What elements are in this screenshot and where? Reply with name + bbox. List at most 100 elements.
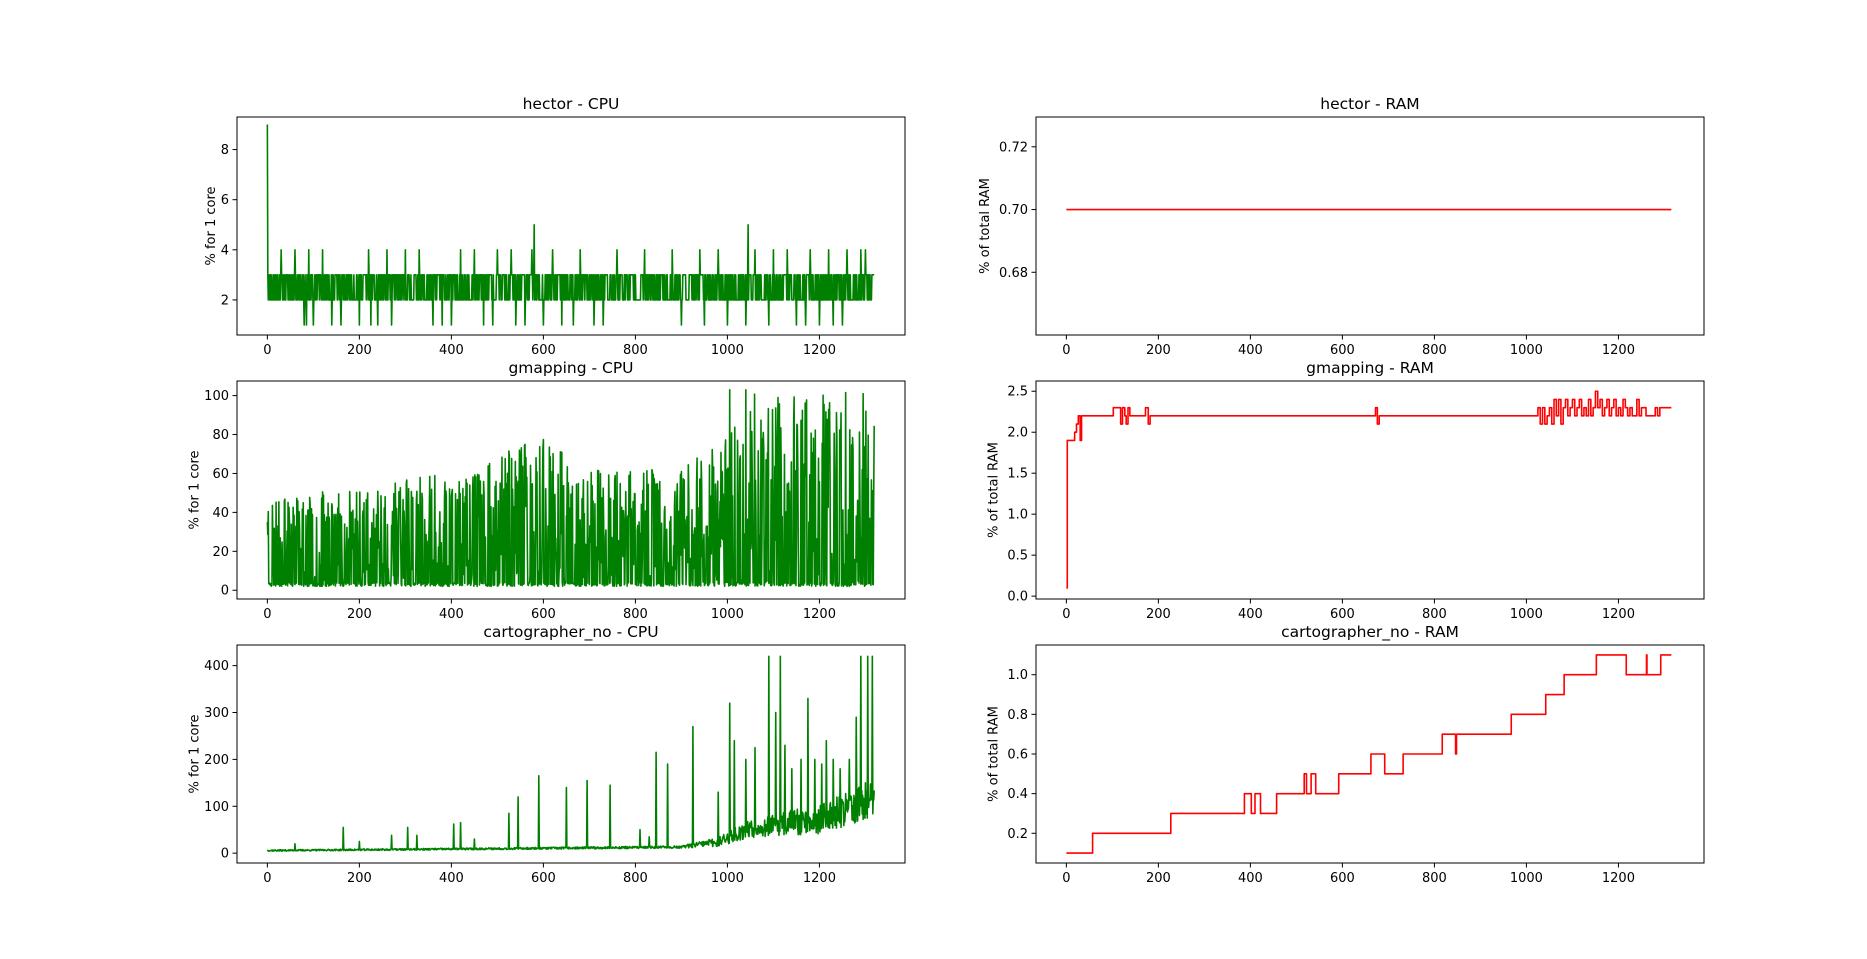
x-tick-label: 800 bbox=[1422, 871, 1447, 886]
y-tick-label: 0.8 bbox=[1007, 708, 1028, 723]
x-tick-label: 800 bbox=[1422, 607, 1447, 622]
x-tick-label: 800 bbox=[623, 343, 648, 358]
y-tick-label: 1.5 bbox=[1007, 467, 1028, 482]
x-tick-label: 0 bbox=[1062, 871, 1070, 886]
y-tick-label: 0.5 bbox=[1007, 549, 1028, 564]
subplot-title: hector - RAM bbox=[1320, 95, 1419, 113]
x-tick-label: 800 bbox=[623, 871, 648, 886]
subplot-title: cartographer_no - RAM bbox=[1281, 623, 1459, 642]
y-tick-label: 2 bbox=[221, 293, 229, 308]
y-tick-label: 0.0 bbox=[1007, 590, 1028, 605]
y-tick-label: 6 bbox=[221, 193, 229, 208]
subplot-title: hector - CPU bbox=[523, 95, 620, 113]
y-tick-label: 60 bbox=[212, 467, 229, 482]
x-tick-label: 400 bbox=[1238, 607, 1263, 622]
y-tick-label: 300 bbox=[204, 706, 229, 721]
y-tick-label: 0.68 bbox=[999, 266, 1028, 281]
x-tick-label: 1200 bbox=[803, 343, 836, 358]
x-tick-label: 200 bbox=[1146, 607, 1171, 622]
data-line-gmapping-ram bbox=[1066, 390, 1672, 589]
y-tick-label: 2.5 bbox=[1007, 385, 1028, 400]
x-tick-label: 200 bbox=[347, 607, 372, 622]
y-tick-label: 100 bbox=[204, 800, 229, 815]
subplot-title: cartographer_no - CPU bbox=[483, 623, 658, 642]
x-tick-label: 1200 bbox=[803, 871, 836, 886]
x-tick-label: 400 bbox=[439, 871, 464, 886]
subplot-cartographer-cpu: 0 200 400 600 800 1000 1200 0 100 200 300 400 cartog… bbox=[187, 623, 906, 886]
y-tick-label: 4 bbox=[221, 243, 229, 258]
y-axis-label: % of total RAM bbox=[986, 442, 1001, 538]
x-tick-label: 0 bbox=[263, 607, 271, 622]
x-tick-label: 200 bbox=[347, 343, 372, 358]
x-tick-label: 1000 bbox=[711, 343, 744, 358]
x-tick-label: 400 bbox=[439, 607, 464, 622]
y-tick-label: 8 bbox=[221, 143, 229, 158]
subplot-cartographer-ram: 0 200 400 600 800 1000 1200 0.2 0.4 0.6 0.8 1.0 cart… bbox=[986, 623, 1705, 886]
y-tick-label: 0.4 bbox=[1007, 787, 1028, 802]
x-tick-label: 400 bbox=[439, 343, 464, 358]
y-tick-label: 0.6 bbox=[1007, 748, 1028, 763]
y-tick-label: 1.0 bbox=[1007, 668, 1028, 683]
y-tick-label: 20 bbox=[212, 545, 229, 560]
x-tick-label: 600 bbox=[1330, 343, 1355, 358]
y-axis-label: % for 1 core bbox=[187, 714, 202, 793]
y-axis-label: % for 1 core bbox=[187, 450, 202, 529]
x-tick-label: 1200 bbox=[1602, 607, 1635, 622]
x-tick-label: 600 bbox=[1330, 607, 1355, 622]
data-line-cartographer-ram bbox=[1066, 654, 1672, 854]
x-tick-label: 1200 bbox=[1602, 343, 1635, 358]
y-tick-label: 0.72 bbox=[999, 140, 1028, 155]
y-tick-label: 80 bbox=[212, 428, 229, 443]
axes-frame bbox=[1035, 116, 1705, 336]
y-tick-label: 200 bbox=[204, 753, 229, 768]
axes-frame bbox=[1035, 380, 1705, 600]
x-tick-label: 200 bbox=[1146, 871, 1171, 886]
y-axis-label: % of total RAM bbox=[978, 178, 993, 274]
y-tick-label: 0 bbox=[221, 847, 229, 862]
x-tick-label: 1000 bbox=[711, 871, 744, 886]
axes-frame bbox=[236, 644, 906, 864]
y-tick-label: 40 bbox=[212, 506, 229, 521]
x-tick-label: 400 bbox=[1238, 871, 1263, 886]
x-tick-label: 1000 bbox=[1510, 871, 1543, 886]
x-tick-label: 1200 bbox=[1602, 871, 1635, 886]
subplot-hector-ram: 0 200 400 600 800 1000 1200 0.68 0.70 0.72 hector … bbox=[978, 95, 1705, 358]
subplot-gmapping-cpu: 0 200 400 600 800 1000 1200 0 20 40 60 80 100 gmappin… bbox=[187, 359, 906, 622]
data-line-gmapping-cpu bbox=[266, 388, 875, 588]
x-tick-label: 600 bbox=[531, 871, 556, 886]
x-tick-label: 600 bbox=[1330, 871, 1355, 886]
x-tick-label: 400 bbox=[1238, 343, 1263, 358]
subplot-title: gmapping - RAM bbox=[1306, 359, 1434, 377]
y-tick-label: 1.0 bbox=[1007, 508, 1028, 523]
subplot-gmapping-ram: 0 200 400 600 800 1000 1200 0.0 0.5 1.0 1.5 2.0 2.5 g… bbox=[986, 359, 1705, 622]
x-tick-label: 600 bbox=[531, 607, 556, 622]
x-tick-label: 0 bbox=[263, 871, 271, 886]
data-line-cartographer-cpu bbox=[266, 655, 875, 852]
x-tick-label: 1000 bbox=[711, 607, 744, 622]
x-tick-label: 0 bbox=[1062, 343, 1070, 358]
y-axis-label: % of total RAM bbox=[986, 706, 1001, 802]
x-tick-label: 1200 bbox=[803, 607, 836, 622]
x-tick-label: 200 bbox=[1146, 343, 1171, 358]
subplot-hector-cpu: 0 200 400 600 800 1000 1200 2 4 6 8 hector - CPU % f… bbox=[204, 95, 906, 358]
axes-frame bbox=[236, 380, 906, 600]
y-tick-label: 2.0 bbox=[1007, 426, 1028, 441]
y-tick-label: 0 bbox=[221, 584, 229, 599]
axes-frame bbox=[236, 116, 906, 336]
subplot-title: gmapping - CPU bbox=[508, 359, 633, 377]
x-tick-label: 0 bbox=[1062, 607, 1070, 622]
y-tick-label: 0.70 bbox=[999, 203, 1028, 218]
x-tick-label: 800 bbox=[1422, 343, 1447, 358]
data-line-hector-cpu bbox=[266, 124, 875, 326]
y-tick-label: 400 bbox=[204, 659, 229, 674]
x-tick-label: 800 bbox=[623, 607, 648, 622]
x-tick-label: 200 bbox=[347, 871, 372, 886]
x-tick-label: 1000 bbox=[1510, 343, 1543, 358]
x-tick-label: 1000 bbox=[1510, 607, 1543, 622]
y-tick-label: 100 bbox=[204, 389, 229, 404]
x-tick-label: 0 bbox=[263, 343, 271, 358]
y-tick-label: 0.2 bbox=[1007, 827, 1028, 842]
y-axis-label: % for 1 core bbox=[204, 186, 219, 265]
